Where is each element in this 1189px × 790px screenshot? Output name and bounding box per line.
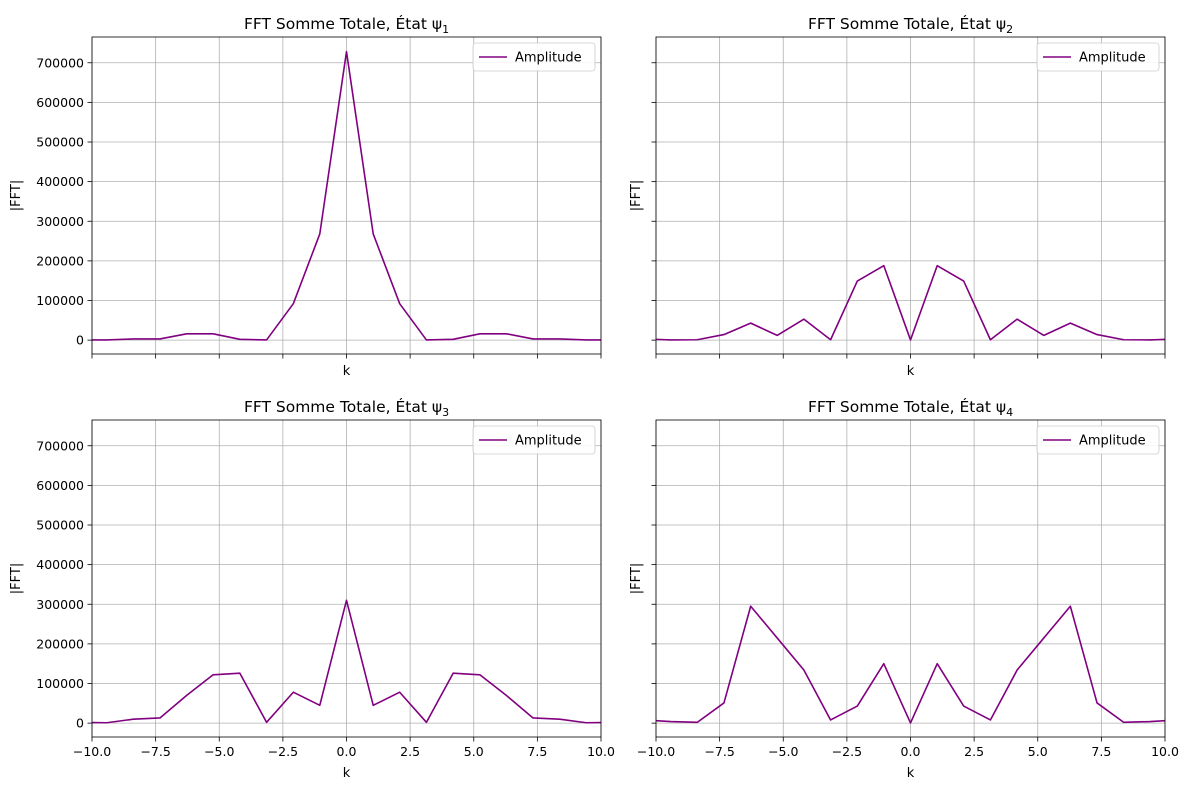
y-tick-label: 700000: [36, 55, 84, 70]
subplot-2: k |FFT| FFT Somme Totale, État ψ2 Amplitude: [629, 14, 1166, 379]
x-tick-label: 7.5: [527, 744, 547, 759]
y-tick-label: 400000: [36, 557, 84, 572]
y-tick-label: 400000: [36, 174, 84, 189]
chart-title: FFT Somme Totale, État ψ4: [808, 397, 1013, 419]
chart-title: FFT Somme Totale, État ψ2: [808, 14, 1013, 36]
legend: Amplitude: [472, 425, 596, 455]
y-tick-label: 0: [76, 333, 84, 348]
y-tick-label: 200000: [36, 253, 84, 268]
y-axis-label: |FFT|: [629, 180, 644, 211]
x-tick-label: 5.0: [464, 744, 484, 759]
y-axis-label: |FFT|: [629, 563, 644, 594]
x-tick-label: 0.0: [901, 744, 921, 759]
x-tick-label: −5.0: [204, 744, 234, 759]
chart-title-main: FFT Somme Totale, État ψ: [808, 14, 1006, 33]
subplot-1: 0 100000 200000 300000 400000 500000 600000 700…: [9, 14, 602, 379]
y-tick-label: 600000: [36, 478, 84, 493]
series-line: [656, 605, 1165, 724]
chart-title-subscript: 2: [1006, 23, 1013, 36]
y-tick-label: 0: [76, 716, 84, 731]
legend-box: [472, 425, 596, 455]
legend: Amplitude: [1036, 425, 1160, 455]
legend: Amplitude: [1036, 42, 1160, 72]
x-axis-label: k: [907, 766, 915, 781]
x-axis-label: k: [907, 364, 915, 379]
chart-title-subscript: 4: [1006, 406, 1013, 419]
y-tick-label: 100000: [36, 293, 84, 308]
x-tick-label: −2.5: [268, 744, 298, 759]
subplot-4: −10.0 −7.5 −5.0 −2.5 0.0 2.5 5.0 7.5 10.0 k |FFT| F…: [629, 397, 1179, 781]
chart-title-main: FFT Somme Totale, État ψ: [244, 14, 442, 33]
y-tick-label: 600000: [36, 95, 84, 110]
subplot-3: −10.0 −7.5 −5.0 −2.5 0.0 2.5 5.0 7.5 10.0 0 100000…: [9, 397, 615, 781]
x-axis-label: k: [343, 766, 351, 781]
y-tick-label: 500000: [36, 135, 84, 150]
x-tick-label: 2.5: [400, 744, 420, 759]
chart-title: FFT Somme Totale, État ψ3: [244, 397, 449, 419]
y-tick-label: 300000: [36, 597, 84, 612]
x-tick-label: 5.0: [1028, 744, 1048, 759]
x-tick-label: 0.0: [337, 744, 357, 759]
y-axis-label: |FFT|: [9, 563, 24, 594]
x-tick-label: −5.0: [768, 744, 798, 759]
x-tick-label: −7.5: [704, 744, 734, 759]
y-tick-label: 300000: [36, 214, 84, 229]
legend-label: Amplitude: [1079, 51, 1146, 66]
chart-title-subscript: 1: [442, 23, 449, 36]
legend-label: Amplitude: [515, 51, 582, 66]
x-tick-label: −10.0: [637, 744, 675, 759]
legend-box: [472, 42, 596, 72]
x-tick-label: −2.5: [832, 744, 862, 759]
x-tick-label: 7.5: [1091, 744, 1111, 759]
x-tick-label: −7.5: [140, 744, 170, 759]
chart-title-main: FFT Somme Totale, État ψ: [808, 397, 1006, 416]
x-tick-label: 2.5: [964, 744, 984, 759]
series-line: [656, 264, 1165, 341]
y-axis-label: |FFT|: [9, 180, 24, 211]
legend: Amplitude: [472, 42, 596, 72]
y-tick-label: 500000: [36, 518, 84, 533]
legend-box: [1036, 425, 1160, 455]
legend-label: Amplitude: [515, 434, 582, 449]
x-tick-label: 10.0: [587, 744, 615, 759]
x-tick-label: 10.0: [1151, 744, 1179, 759]
chart-title-subscript: 3: [442, 406, 449, 419]
y-tick-label: 200000: [36, 636, 84, 651]
chart-title-main: FFT Somme Totale, État ψ: [244, 397, 442, 416]
x-tick-label: −10.0: [73, 744, 111, 759]
y-tick-label: 100000: [36, 676, 84, 691]
y-tick-label: 700000: [36, 438, 84, 453]
series-line: [92, 50, 601, 341]
chart-title: FFT Somme Totale, État ψ1: [244, 14, 449, 36]
legend-label: Amplitude: [1079, 434, 1146, 449]
series-line: [92, 599, 601, 724]
x-axis-label: k: [343, 364, 351, 379]
legend-box: [1036, 42, 1160, 72]
